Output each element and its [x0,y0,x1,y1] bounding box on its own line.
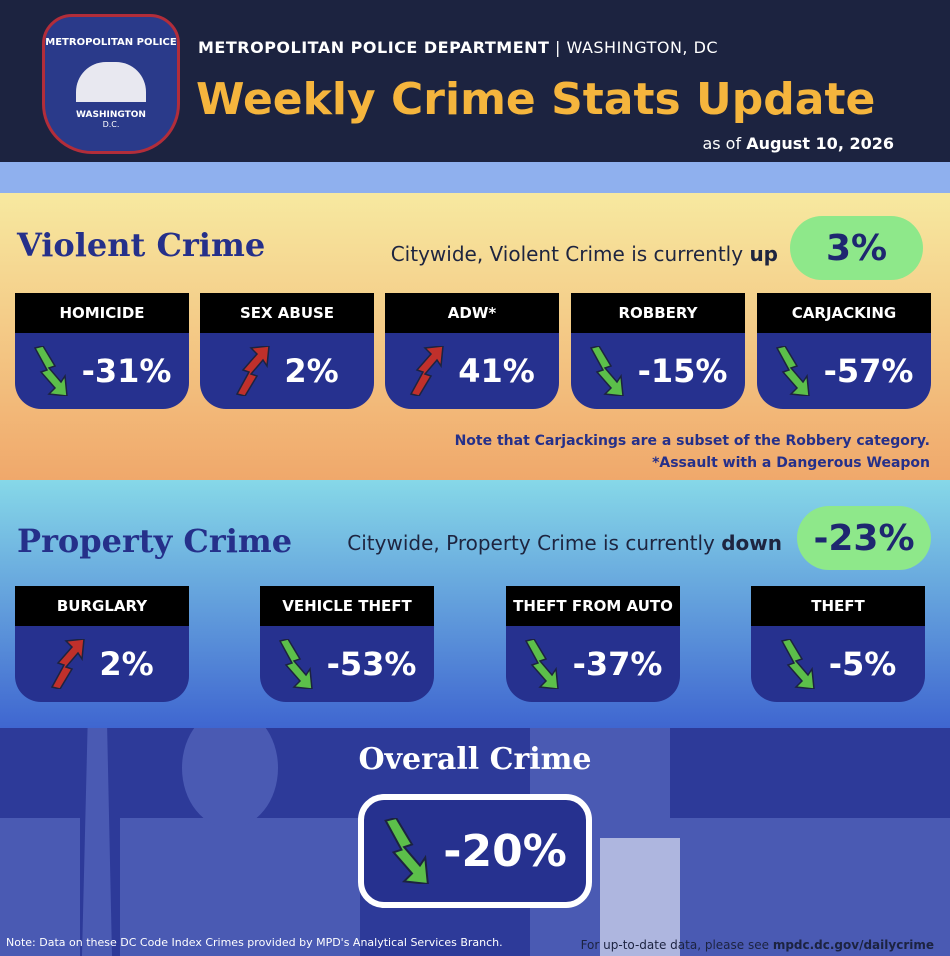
overall-box: -20% [358,794,592,908]
date-line: as of August 10, 2026 [702,134,894,153]
skyline [0,728,950,956]
logo-bottom: WASHINGTON [76,110,146,120]
footer-note: Note: Data on these DC Code Index Crimes… [6,936,503,949]
card-body: 2% [15,626,189,702]
card-body: -5% [751,626,925,702]
card-change: -37% [572,645,663,683]
card-change: 41% [458,352,535,390]
date-prefix: as of [702,134,742,153]
card-label: THEFT [751,586,925,626]
down-arrow [33,346,68,396]
card-body: -37% [506,626,680,702]
summary-prefix: Citywide, Violent Crime is currently [390,242,744,266]
card-change: -53% [326,645,417,683]
note: Note that Carjackings are a subset of th… [454,433,930,449]
down-arrow [775,346,810,396]
separator: | [555,38,561,57]
card-label: ADW* [385,293,559,333]
card-change: -31% [81,352,172,390]
overall-title: Overall Crime [358,742,592,777]
summary-direction: down [721,531,782,555]
card-label: CARJACKING [757,293,931,333]
footer-link-line: For up-to-date data, please see mpdc.dc.… [581,938,934,952]
logo: METROPOLITAN POLICE WASHINGTON D.C. [42,14,180,154]
card-change: -5% [828,645,897,683]
org: METROPOLITAN POLICE DEPARTMENT [198,38,550,57]
link[interactable]: mpdc.dc.gov/dailycrime [772,938,934,952]
card-label: VEHICLE THEFT [260,586,434,626]
card-body: -15% [571,333,745,409]
band [0,162,950,193]
logo-capitol [76,62,146,102]
violent-title: Violent Crime [17,226,266,264]
down-arrow [780,639,815,689]
up-arrow [51,639,86,689]
down-arrow [278,639,313,689]
note: *Assault with a Dangerous Weapon [652,455,930,471]
property-summary: Citywide, Property Crime is currently do… [347,531,782,555]
card-body: -53% [260,626,434,702]
location: WASHINGTON, DC [566,38,719,57]
card-body: -31% [15,333,189,409]
card-label: HOMICIDE [15,293,189,333]
card-label: BURGLARY [15,586,189,626]
card-body: 2% [200,333,374,409]
down-arrow [524,639,559,689]
logo-sub: D.C. [102,120,120,129]
card-label: THEFT FROM AUTO [506,586,680,626]
property-pill: -23% [797,506,931,570]
down-arrow [589,346,624,396]
date: August 10, 2026 [746,134,894,153]
card-label: SEX ABUSE [200,293,374,333]
violent-pill: 3% [790,216,923,280]
card-change: -15% [637,352,728,390]
link-prefix: For up-to-date data, please see [580,938,769,952]
org-line: METROPOLITAN POLICE DEPARTMENT | WASHING… [198,38,718,57]
up-arrow [236,346,271,396]
summary-prefix: Citywide, Property Crime is currently [347,531,715,555]
property-title: Property Crime [17,522,293,560]
card-change: 2% [99,645,154,683]
violent-notes: Note that Carjackings are a subset of th… [455,430,930,474]
up-arrow [410,346,444,396]
card-label: ROBBERY [571,293,745,333]
card-body: 41% [385,333,559,409]
logo-top: METROPOLITAN POLICE [45,37,177,48]
down-arrow [384,818,429,884]
card-body: -57% [757,333,931,409]
title: Weekly Crime Stats Update [196,74,876,125]
violent-summary: Citywide, Violent Crime is currently up [391,242,778,266]
card-change: 2% [284,352,339,390]
summary-direction: up [749,242,778,266]
overall-change: -20% [443,825,567,877]
card-change: -57% [823,352,914,390]
